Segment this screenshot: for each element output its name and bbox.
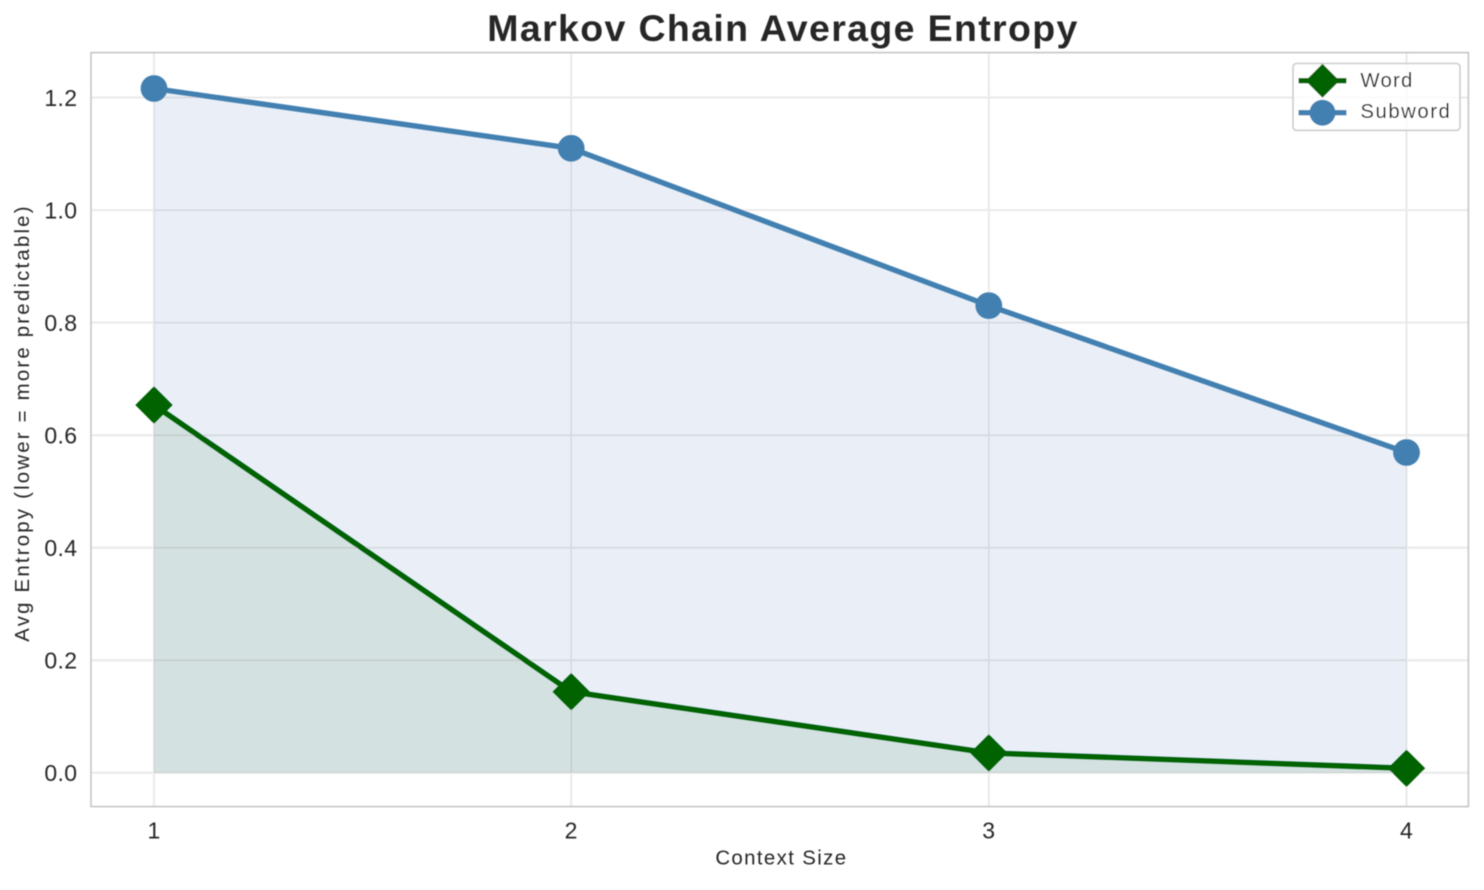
svg-text:0.0: 0.0 <box>44 760 77 786</box>
svg-text:3: 3 <box>982 817 995 843</box>
svg-text:Context Size: Context Size <box>715 848 847 870</box>
svg-text:4: 4 <box>1400 817 1413 843</box>
svg-text:0.6: 0.6 <box>44 423 77 449</box>
svg-text:2: 2 <box>565 817 578 843</box>
svg-text:Avg Entropy (lower = more pred: Avg Entropy (lower = more predictable) <box>12 204 34 641</box>
svg-text:Word: Word <box>1360 70 1413 92</box>
svg-text:0.2: 0.2 <box>44 648 77 674</box>
svg-text:1.2: 1.2 <box>44 85 77 111</box>
svg-text:Markov Chain Average Entropy: Markov Chain Average Entropy <box>487 7 1078 49</box>
svg-text:1.0: 1.0 <box>44 197 77 223</box>
svg-text:1: 1 <box>147 817 160 843</box>
svg-text:0.4: 0.4 <box>44 535 77 561</box>
svg-text:0.8: 0.8 <box>44 310 77 336</box>
svg-text:Subword: Subword <box>1360 101 1451 123</box>
